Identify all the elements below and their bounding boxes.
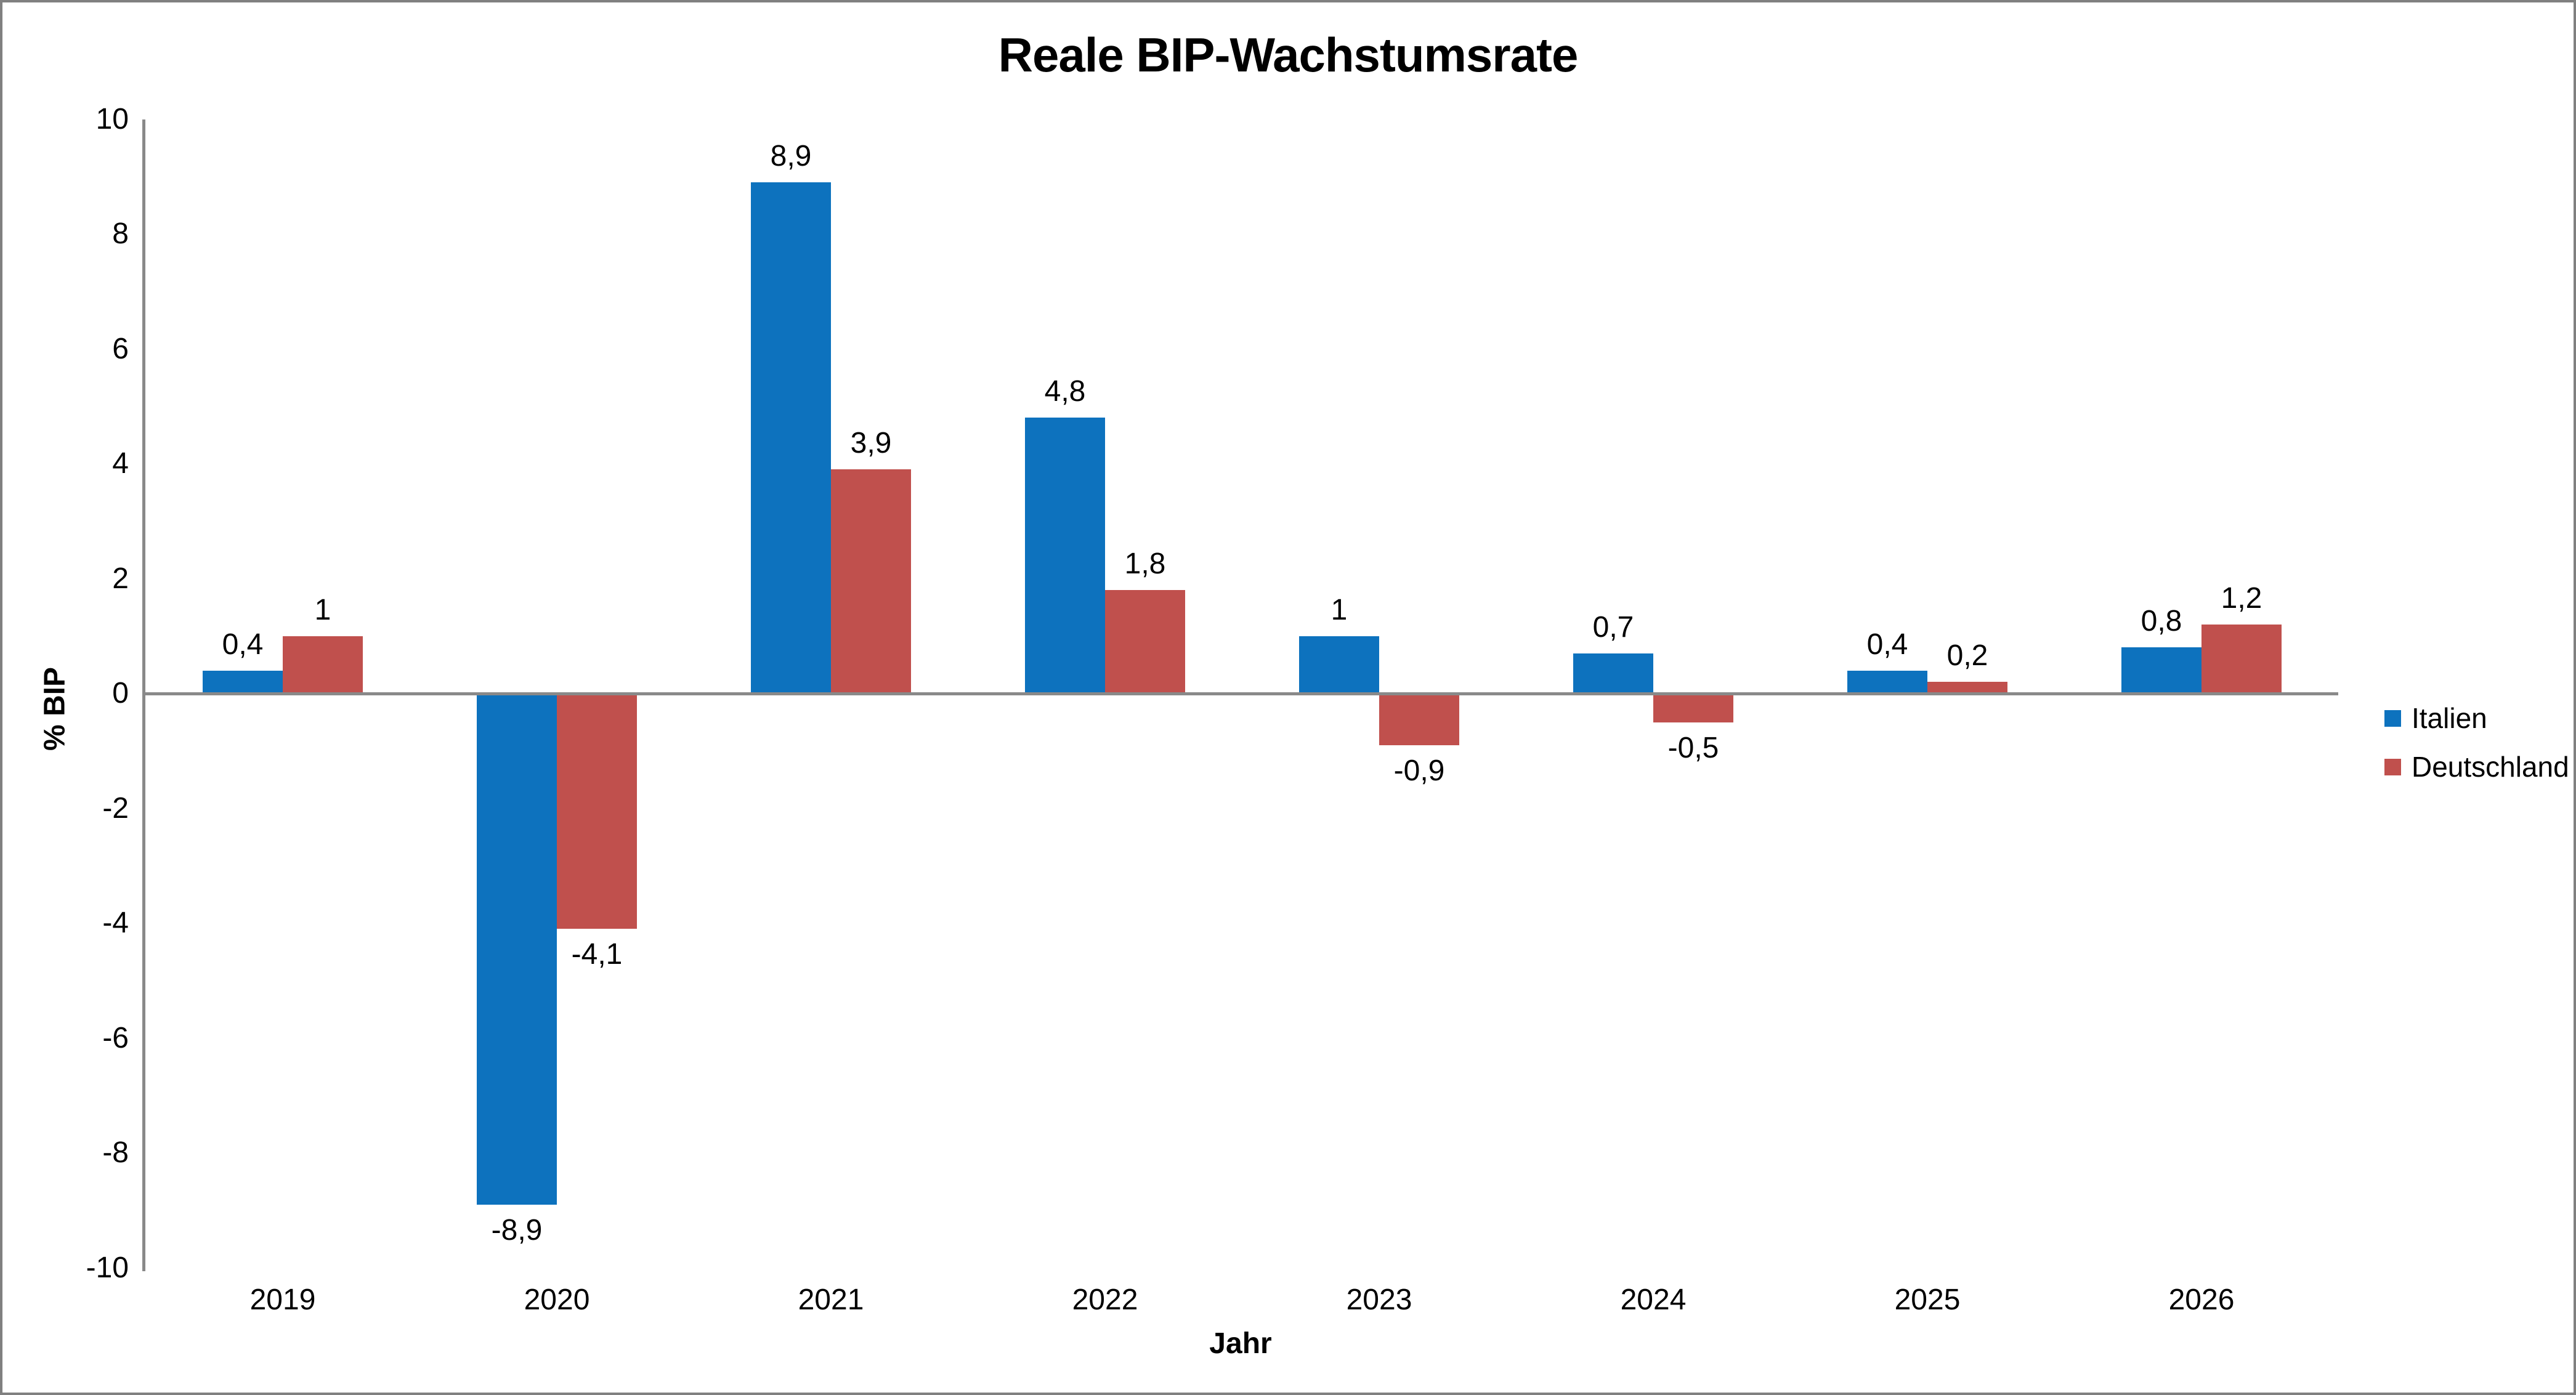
y-tick-label--8: -8 xyxy=(102,1136,129,1169)
bar-italien-2022 xyxy=(1025,418,1105,693)
x-tick-label-2021: 2021 xyxy=(798,1284,864,1316)
bar-italien-2026 xyxy=(2121,647,2201,693)
bar-value-label-italien-2024: 0,7 xyxy=(1592,610,1634,644)
bar-italien-2023 xyxy=(1299,636,1379,693)
y-tick-label--2: -2 xyxy=(102,791,129,825)
x-tick-label-2019: 2019 xyxy=(249,1284,316,1316)
x-tick-label-2022: 2022 xyxy=(1072,1284,1138,1316)
x-tick-label-2024: 2024 xyxy=(1620,1284,1687,1316)
bar-value-label-deutschland-2023: -0,9 xyxy=(1393,754,1445,787)
x-tick-label-2025: 2025 xyxy=(1894,1284,1961,1316)
bar-value-label-deutschland-2022: 1,8 xyxy=(1124,548,1166,581)
bar-deutschland-2021 xyxy=(831,469,911,693)
y-tick-label--4: -4 xyxy=(102,907,129,939)
y-tick-label-8: 8 xyxy=(112,217,129,250)
y-tick-label-4: 4 xyxy=(112,447,129,480)
y-tick-label--6: -6 xyxy=(102,1021,129,1054)
bar-deutschland-2022 xyxy=(1105,590,1185,693)
legend-item-deutschland: Deutschland xyxy=(2384,748,2569,785)
legend-swatch-deutschland xyxy=(2384,758,2401,775)
zero-axis-line xyxy=(142,692,2338,695)
bar-deutschland-2019 xyxy=(283,636,363,693)
chart-title: Reale BIP-Wachstumsrate xyxy=(998,28,1579,82)
legend: Italien Deutschland xyxy=(2384,700,2569,797)
y-tick-label-2: 2 xyxy=(112,562,129,595)
bar-deutschland-2026 xyxy=(2201,625,2282,693)
bar-value-label-deutschland-2025: 0,2 xyxy=(1946,639,1988,673)
legend-label-deutschland: Deutschland xyxy=(2412,751,2569,783)
y-tick-label-10: 10 xyxy=(95,102,129,135)
bar-deutschland-2024 xyxy=(1653,693,1733,722)
bar-value-label-italien-2019: 0,4 xyxy=(222,628,264,661)
bar-value-label-italien-2022: 4,8 xyxy=(1044,375,1086,408)
bar-value-label-italien-2025: 0,4 xyxy=(1866,628,1908,661)
x-tick-label-2023: 2023 xyxy=(1346,1284,1412,1316)
bar-value-label-italien-2026: 0,8 xyxy=(2141,605,2182,638)
y-tick-label-0: 0 xyxy=(112,677,129,710)
bar-italien-2020 xyxy=(477,693,557,1205)
bar-value-label-deutschland-2020: -4,1 xyxy=(571,938,623,971)
legend-label-italien: Italien xyxy=(2412,702,2487,734)
y-axis-line xyxy=(142,119,145,1271)
bar-italien-2019 xyxy=(203,670,283,693)
x-axis-title: Jahr xyxy=(1209,1327,1272,1360)
bar-deutschland-2023 xyxy=(1379,693,1459,745)
bar-value-label-italien-2020: -8,9 xyxy=(491,1213,543,1247)
bar-deutschland-2020 xyxy=(557,693,637,929)
bar-italien-2024 xyxy=(1573,653,1653,693)
bar-value-label-deutschland-2021: 3,9 xyxy=(850,427,892,460)
bar-value-label-deutschland-2024: -0,5 xyxy=(1667,731,1719,764)
bar-italien-2021 xyxy=(751,182,831,693)
legend-item-italien: Italien xyxy=(2384,700,2569,737)
y-tick-label--10: -10 xyxy=(86,1251,129,1284)
bar-value-label-italien-2023: 1 xyxy=(1331,593,1348,626)
bar-value-label-deutschland-2019: 1 xyxy=(314,593,331,626)
bar-value-label-italien-2021: 8,9 xyxy=(770,140,812,173)
y-tick-label-6: 6 xyxy=(112,332,129,365)
legend-swatch-italien xyxy=(2384,710,2401,727)
bar-deutschland-2025 xyxy=(1927,682,2007,693)
x-tick-label-2026: 2026 xyxy=(2168,1284,2235,1316)
bar-value-label-deutschland-2026: 1,2 xyxy=(2221,582,2262,615)
x-tick-label-2020: 2020 xyxy=(524,1284,590,1316)
bar-italien-2025 xyxy=(1847,670,1927,693)
